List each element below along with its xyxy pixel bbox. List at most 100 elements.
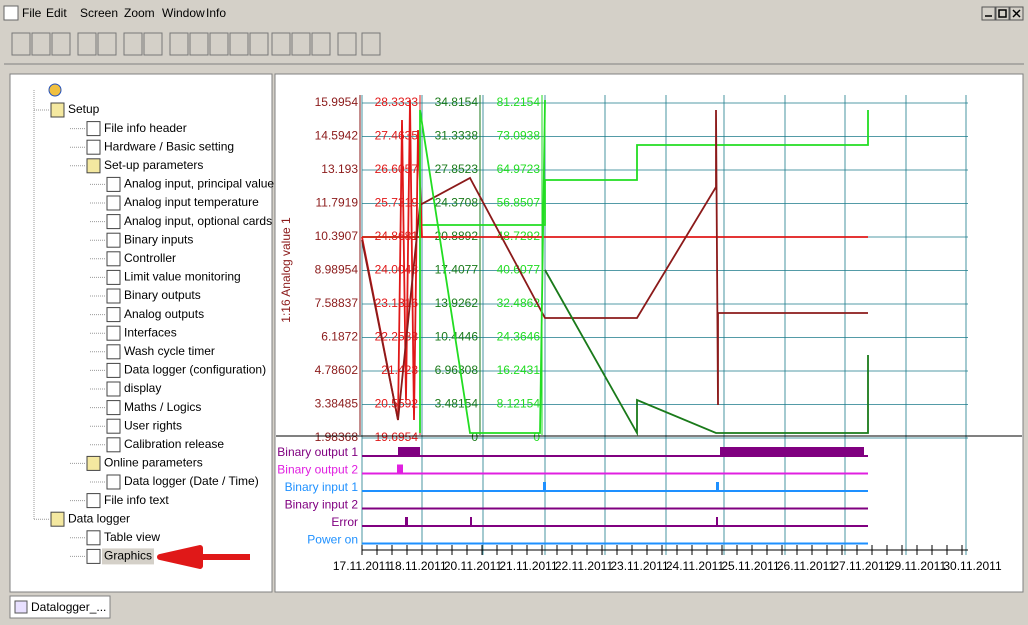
binary-pulse — [397, 464, 403, 474]
tree-icon — [106, 251, 121, 267]
tree-icon — [106, 381, 121, 397]
toolbar-button[interactable] — [143, 32, 163, 56]
tree-item[interactable]: File info text — [104, 493, 169, 507]
y-tick-label: 25.7319 — [375, 196, 419, 210]
y-tick-label: 27.4635 — [375, 129, 419, 143]
y-tick-label: 0 — [471, 430, 478, 444]
tree-item[interactable]: User rights — [124, 418, 182, 432]
tree-item[interactable]: Set-up parameters — [104, 158, 203, 172]
toolbar-button[interactable] — [123, 32, 143, 56]
y-tick-label: 73.0938 — [497, 129, 541, 143]
minimize-button[interactable] — [981, 6, 996, 21]
tree-icon — [106, 288, 121, 304]
y-tick-label: 13.193 — [321, 162, 358, 176]
tree-item[interactable]: Table view — [104, 530, 160, 544]
binary-label: Binary output 1 — [277, 445, 358, 459]
tree-item[interactable]: Analog outputs — [124, 307, 204, 321]
x-tick-label: 17.11.2011 — [333, 559, 392, 573]
x-tick-label: 20.11.2011 — [444, 559, 503, 573]
y-tick-label: 3.48154 — [435, 397, 479, 411]
tree-item[interactable]: Analog input, principal value — [124, 177, 274, 191]
x-tick-label: 30.11.2011 — [943, 559, 1002, 573]
y-tick-label: 10.4446 — [435, 330, 479, 344]
tree-item[interactable]: Hardware / Basic setting — [104, 139, 234, 153]
graph: 15.9954 14.5942 13.193 11.7919 10.3907 8.9895… — [276, 95, 1022, 573]
tree-icon — [86, 139, 101, 155]
toolbar-button[interactable] — [311, 32, 331, 56]
toolbar-button[interactable] — [361, 32, 381, 56]
toolbar-button[interactable] — [31, 32, 51, 56]
binary-pulse — [470, 517, 472, 526]
x-tick-label: 29.11.2011 — [888, 559, 947, 573]
tree-item[interactable]: Analog input temperature — [124, 195, 259, 209]
tree-item[interactable]: Interfaces — [124, 325, 177, 339]
toolbar-button[interactable] — [11, 32, 31, 56]
tree-icon — [106, 232, 121, 248]
menu-item[interactable]: Info — [206, 6, 226, 20]
toolbar-button[interactable] — [77, 32, 97, 56]
tree-item[interactable]: Limit value monitoring — [124, 270, 241, 284]
tree-icon — [86, 158, 101, 174]
tree: Setup File info header Hardware / Basic se… — [33, 83, 274, 565]
menu-item[interactable]: Edit — [46, 6, 67, 20]
toolbar — [4, 32, 1024, 65]
y-tick-label: 31.3338 — [435, 129, 479, 143]
tree-icon — [106, 176, 121, 192]
tree-icon — [86, 121, 101, 137]
tree-item[interactable]: Data logger — [68, 511, 130, 525]
tree-item[interactable]: Controller — [124, 251, 176, 265]
tree-icon — [106, 325, 121, 341]
y-tick-label: 4.78602 — [315, 363, 359, 377]
y-tick-label: 14.5942 — [315, 129, 359, 143]
binary-label: Binary input 1 — [285, 480, 359, 494]
menu-item[interactable]: Screen — [80, 6, 118, 20]
toolbar-button[interactable] — [229, 32, 249, 56]
window-buttons — [981, 6, 1024, 21]
trace — [361, 109, 868, 421]
toolbar-button[interactable] — [189, 32, 209, 56]
tree-item[interactable]: Calibration release — [124, 437, 224, 451]
y-tick-label: 28.3333 — [375, 95, 419, 109]
y-tick-label: 24.3646 — [497, 330, 541, 344]
menu-item[interactable]: File — [22, 6, 42, 20]
x-tick-label: 25.11.2011 — [721, 559, 780, 573]
red-arrow — [157, 545, 250, 569]
y-tick-label: 64.9723 — [497, 162, 541, 176]
restore-button[interactable] — [995, 6, 1010, 21]
toolbar-button[interactable] — [271, 32, 291, 56]
tree-item[interactable]: File info header — [104, 121, 187, 135]
x-tick-label: 22.11.2011 — [555, 559, 614, 573]
tree-item[interactable]: Graphics — [104, 549, 152, 563]
y-tick-label: 32.4862 — [497, 296, 541, 310]
menu-item[interactable]: Zoom — [124, 6, 155, 20]
tree-icon — [106, 400, 121, 416]
y-tick-label: 8.12154 — [497, 397, 541, 411]
binary-label: Error — [331, 515, 358, 529]
toolbar-button[interactable] — [337, 32, 357, 56]
tree-item[interactable]: Binary outputs — [124, 288, 201, 302]
tree-item[interactable]: Wash cycle timer — [124, 344, 215, 358]
trace — [361, 99, 423, 421]
toolbar-button[interactable] — [291, 32, 311, 56]
toolbar-button[interactable] — [51, 32, 71, 56]
tree-icon — [106, 474, 121, 490]
menu-item[interactable]: Window — [162, 6, 205, 20]
tree-item[interactable]: Setup — [68, 102, 100, 116]
tree-item[interactable]: display — [124, 381, 161, 395]
tab[interactable] — [9, 595, 111, 619]
tree-item[interactable]: Analog input, optional cards — [124, 214, 272, 228]
toolbar-button[interactable] — [249, 32, 269, 56]
toolbar-button[interactable] — [97, 32, 117, 56]
toolbar-button[interactable] — [169, 32, 189, 56]
tab-label: Datalogger_... — [31, 600, 106, 614]
tree-item[interactable]: Binary inputs — [124, 232, 193, 246]
tree-item[interactable]: Data logger (configuration) — [124, 363, 266, 377]
y-tick-label: 6.96308 — [435, 363, 479, 377]
y-tick-label: 7.58837 — [315, 296, 359, 310]
tree-item[interactable]: Data logger (Date / Time) — [124, 474, 259, 488]
tree-item[interactable]: Maths / Logics — [124, 400, 201, 414]
toolbar-button[interactable] — [209, 32, 229, 56]
tree-item[interactable]: Online parameters — [104, 456, 203, 470]
tree-icon — [106, 195, 121, 211]
